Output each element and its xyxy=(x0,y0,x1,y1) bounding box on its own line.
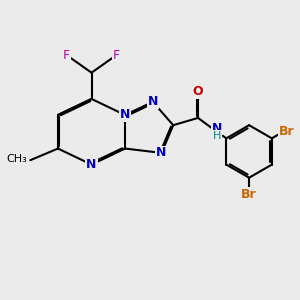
Text: CH₃: CH₃ xyxy=(7,154,27,164)
Text: F: F xyxy=(113,49,120,62)
Text: O: O xyxy=(193,85,203,98)
Text: Br: Br xyxy=(279,125,295,138)
Text: H: H xyxy=(213,131,221,141)
Text: F: F xyxy=(63,49,70,62)
Text: N: N xyxy=(86,158,97,171)
Text: Br: Br xyxy=(241,188,257,201)
Text: N: N xyxy=(156,146,167,159)
Text: N: N xyxy=(212,122,222,135)
Text: N: N xyxy=(120,109,130,122)
Text: N: N xyxy=(148,95,158,108)
